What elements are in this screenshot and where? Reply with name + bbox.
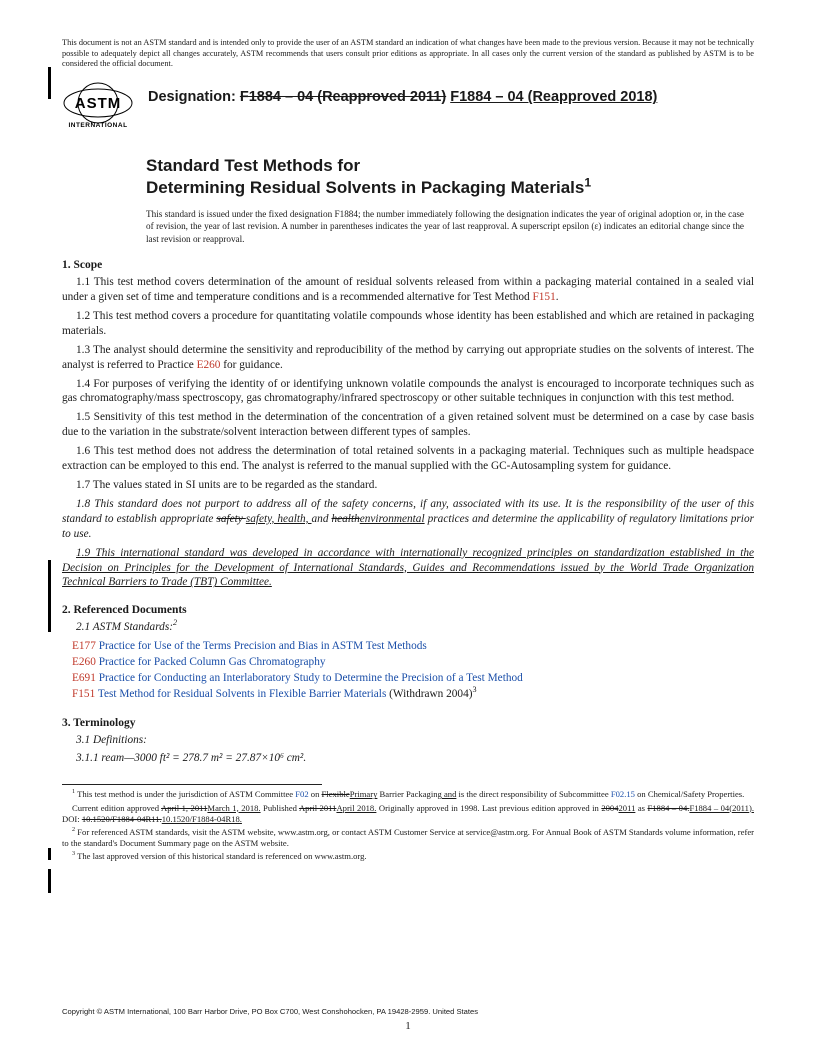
- title-block: Standard Test Methods for Determining Re…: [146, 155, 754, 245]
- astm-logo: ASTM INTERNATIONAL: [62, 81, 134, 135]
- footnote-1: 1 This test method is under the jurisdic…: [62, 789, 754, 800]
- designation: Designation: F1884 – 04 (Reapproved 2011…: [148, 89, 657, 105]
- issuance-note: This standard is issued under the fixed …: [146, 208, 754, 245]
- svg-text:INTERNATIONAL: INTERNATIONAL: [68, 122, 127, 129]
- change-bar: [48, 588, 51, 632]
- para-1-7: 1.7 The values stated in SI units are to…: [62, 478, 754, 493]
- para-1-1: 1.1 This test method covers determinatio…: [62, 275, 754, 305]
- copyright: Copyright © ASTM International, 100 Barr…: [62, 1007, 478, 1016]
- ref-f151: F151 Test Method for Residual Solvents i…: [72, 687, 754, 703]
- header-row: ASTM INTERNATIONAL Designation: F1884 – …: [62, 81, 754, 135]
- document-title: Standard Test Methods for Determining Re…: [146, 155, 754, 198]
- para-1-8: 1.8 This standard does not purport to ad…: [62, 497, 754, 542]
- para-3-1-1: 3.1.1 ream—3000 ft² = 278.7 m² = 27.87×1…: [62, 751, 754, 766]
- footnote-2: 2 For referenced ASTM standards, visit t…: [62, 827, 754, 849]
- footnote-3: 3 The last approved version of this hist…: [62, 851, 754, 862]
- footnote-rule: [62, 784, 322, 785]
- section-2-head: 2. Referenced Documents: [62, 604, 754, 616]
- change-bar: [48, 848, 51, 860]
- para-1-5: 1.5 Sensitivity of this test method in t…: [62, 410, 754, 440]
- ref-e177: E177 Practice for Use of the Terms Preci…: [72, 639, 754, 655]
- change-bar: [48, 67, 51, 99]
- page-number: 1: [0, 1020, 816, 1032]
- para-1-6: 1.6 This test method does not address th…: [62, 444, 754, 474]
- para-1-9: 1.9 This international standard was deve…: [62, 546, 754, 591]
- header-disclaimer: This document is not an ASTM standard an…: [62, 38, 754, 69]
- ref-e691: E691 Practice for Conducting an Interlab…: [72, 671, 754, 687]
- para-3-1: 3.1 Definitions:: [62, 733, 754, 748]
- footnote-1b: Current edition approved April 1, 2011Ma…: [62, 803, 754, 825]
- change-bar: [48, 869, 51, 893]
- svg-text:ASTM: ASTM: [75, 95, 122, 112]
- para-2-1: 2.1 ASTM Standards:2: [62, 620, 754, 635]
- section-1-head: 1. Scope: [62, 259, 754, 271]
- referenced-documents: E177 Practice for Use of the Terms Preci…: [72, 639, 754, 702]
- ref-e260: E260 Practice for Packed Column Gas Chro…: [72, 655, 754, 671]
- para-1-2: 1.2 This test method covers a procedure …: [62, 309, 754, 339]
- para-1-3: 1.3 The analyst should determine the sen…: [62, 343, 754, 373]
- change-bar: [48, 560, 51, 588]
- section-3-head: 3. Terminology: [62, 717, 754, 729]
- para-1-4: 1.4 For purposes of verifying the identi…: [62, 377, 754, 407]
